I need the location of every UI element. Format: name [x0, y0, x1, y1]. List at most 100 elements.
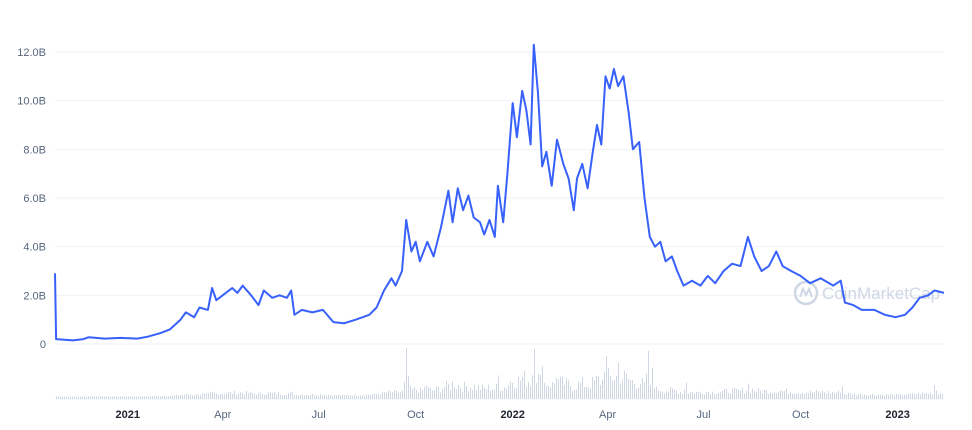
- volume-bar: [452, 381, 453, 399]
- volume-bar: [482, 384, 483, 399]
- volume-bar: [898, 394, 899, 399]
- volume-bar: [630, 380, 631, 399]
- volume-bar: [538, 373, 539, 399]
- volume-bar: [484, 387, 485, 399]
- volume-bar: [92, 396, 93, 399]
- volume-bar: [136, 396, 137, 399]
- volume-bar: [860, 393, 861, 399]
- volume-bar: [134, 396, 135, 399]
- volume-bar: [686, 382, 687, 399]
- volume-bar: [808, 393, 809, 399]
- volume-bar: [288, 393, 289, 399]
- volume-bar: [460, 388, 461, 399]
- volume-bar: [852, 394, 853, 399]
- volume-bar: [410, 385, 411, 399]
- volume-bar: [690, 392, 691, 399]
- volume-bar: [378, 394, 379, 399]
- volume-bar: [720, 392, 721, 399]
- volume-bar: [470, 387, 471, 399]
- volume-bar: [230, 391, 231, 399]
- volume-bar: [744, 393, 745, 399]
- volume-bar: [502, 390, 503, 399]
- volume-bar: [416, 389, 417, 399]
- volume-bar: [882, 394, 883, 399]
- volume-bar: [212, 391, 213, 399]
- volume-bar: [300, 394, 301, 399]
- volume-bar: [708, 392, 709, 399]
- volume-bar: [304, 395, 305, 399]
- volume-bar: [112, 396, 113, 399]
- volume-bar: [608, 368, 609, 399]
- volume-bar: [694, 393, 695, 399]
- volume-bar: [722, 390, 723, 399]
- volume-bar: [870, 394, 871, 399]
- volume-bar: [204, 393, 205, 399]
- volume-bar: [552, 381, 553, 399]
- volume-bar: [240, 392, 241, 399]
- volume-bar: [138, 396, 139, 399]
- volume-bar: [540, 374, 541, 399]
- volume-bar: [280, 394, 281, 399]
- y-tick-label: 10.0B: [17, 96, 46, 108]
- volume-bar: [166, 396, 167, 399]
- volume-bar: [362, 395, 363, 399]
- x-tick-label: Oct: [407, 409, 424, 421]
- volume-bar: [518, 376, 519, 399]
- volume-bar: [368, 394, 369, 399]
- volume-bar: [172, 395, 173, 399]
- volume-bar: [480, 389, 481, 399]
- volume-bar: [560, 376, 561, 399]
- volume-bar: [752, 388, 753, 399]
- volume-bar: [214, 392, 215, 399]
- volume-bar: [710, 394, 711, 399]
- volume-bar: [810, 390, 811, 399]
- volume-bar: [488, 384, 489, 399]
- volume-bar: [88, 396, 89, 399]
- volume-bar: [822, 390, 823, 399]
- volume-bar: [60, 396, 61, 399]
- volume-bar: [274, 392, 275, 399]
- volume-bar: [464, 381, 465, 399]
- volume-bar: [510, 381, 511, 399]
- volume-bar: [102, 396, 103, 399]
- volume-bar: [526, 386, 527, 399]
- volume-bar: [364, 395, 365, 399]
- volume-bar: [116, 396, 117, 399]
- volume-bar: [844, 393, 845, 399]
- volume-bar: [342, 394, 343, 399]
- volume-bar: [282, 395, 283, 399]
- x-tick-label: 2023: [885, 409, 909, 421]
- volume-bar: [818, 391, 819, 399]
- volume-bar: [504, 387, 505, 399]
- volume-bar: [658, 390, 659, 399]
- volume-bar: [444, 387, 445, 399]
- volume-bar: [730, 394, 731, 399]
- volume-bar: [796, 393, 797, 399]
- volume-bar: [712, 391, 713, 399]
- volume-bar: [154, 396, 155, 399]
- volume-bar: [382, 391, 383, 399]
- volume-bar: [764, 390, 765, 399]
- volume-bar: [856, 395, 857, 399]
- volume-bar: [250, 391, 251, 399]
- volume-bar: [896, 393, 897, 399]
- volume-bar: [222, 393, 223, 399]
- volume-bar: [786, 388, 787, 399]
- volume-bar: [728, 393, 729, 399]
- volume-bar: [732, 388, 733, 399]
- volume-bar: [816, 390, 817, 399]
- volume-bar: [66, 396, 67, 399]
- volume-bar: [650, 384, 651, 399]
- volume-bar: [884, 395, 885, 399]
- coinmarketcap-logo-mark: [799, 286, 813, 298]
- volume-bar: [490, 390, 491, 399]
- volume-bar: [498, 375, 499, 399]
- volume-bar: [692, 391, 693, 399]
- volume-bar: [448, 383, 449, 399]
- volume-bar: [824, 392, 825, 399]
- volume-bar: [842, 386, 843, 399]
- volume-bar: [478, 385, 479, 399]
- volume-bar: [610, 375, 611, 399]
- volume-bar: [360, 395, 361, 399]
- volume-bar: [496, 383, 497, 399]
